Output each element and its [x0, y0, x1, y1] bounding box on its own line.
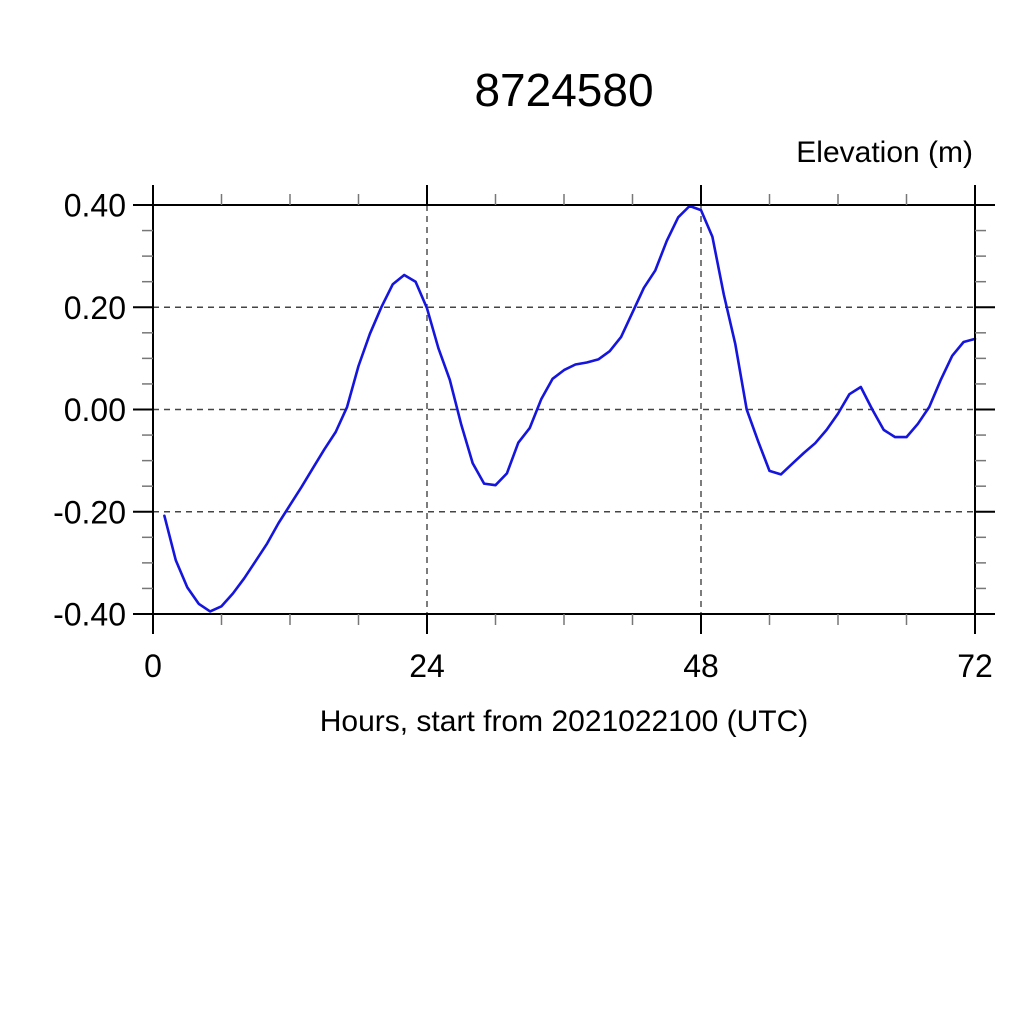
y-tick-label: 0.40	[64, 188, 126, 224]
y-tick-label: -0.20	[53, 494, 126, 530]
y-tick-label: 0.20	[64, 290, 126, 326]
ticks-layer	[133, 185, 995, 634]
tide-curve	[163, 204, 977, 613]
x-axis-label: Hours, start from 2021022100 (UTC)	[320, 705, 809, 738]
series-layer	[163, 204, 977, 613]
x-tick-label: 24	[409, 648, 445, 684]
gridlines-layer	[153, 204, 975, 615]
elevation-axis-label: Elevation (m)	[796, 136, 973, 169]
chart-title: 8724580	[474, 64, 653, 116]
tick-labels-layer: 0 24 48 72 0.40 0.20 0.00 -0.20 -0.40	[53, 188, 993, 684]
y-tick-label: -0.40	[53, 597, 126, 633]
x-tick-label: 0	[144, 648, 162, 684]
x-tick-label: 48	[683, 648, 719, 684]
x-tick-label: 72	[957, 648, 993, 684]
y-tick-label: 0.00	[64, 392, 126, 428]
